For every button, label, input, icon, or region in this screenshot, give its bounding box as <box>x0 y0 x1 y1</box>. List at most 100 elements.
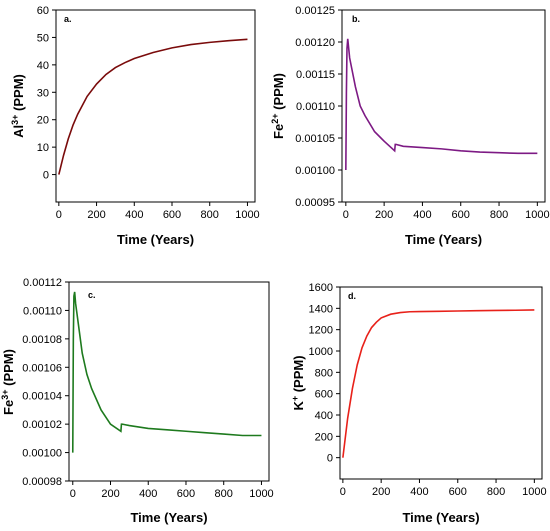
x-tick-label-a-600: 600 <box>163 209 181 221</box>
series-line-d <box>342 309 535 458</box>
y-axis-label-c: Fe3+ (PPM) <box>0 349 16 415</box>
x-tick-label-c-1000: 1000 <box>249 488 273 500</box>
y-tick-label-c-1: 0.00100 <box>22 448 62 460</box>
y-axis-label-sup-d: + <box>290 396 300 401</box>
y-ticks-c: 0.00098 0.00100 0.00102 0.00104 0.00106 0.001… <box>22 277 69 488</box>
x-tick-label-d-200: 200 <box>372 486 390 498</box>
y-axis-label-b: Fe2+ (PPM) <box>270 73 286 139</box>
x-tick-label-b-200: 200 <box>375 209 393 221</box>
y-tick-label-b-6: 0.00125 <box>295 5 335 17</box>
y-tick-label-b-4: 0.00115 <box>296 69 335 81</box>
y-tick-label-b-5: 0.00120 <box>295 37 335 49</box>
x-tick-label-d-800: 800 <box>487 486 505 498</box>
y-tick-label-d-5: 1000 <box>309 346 333 358</box>
y-axis-label-sup-a: 3+ <box>10 115 20 125</box>
y-tick-label-d-0: 0 <box>327 453 333 465</box>
x-tick-label-a-800: 800 <box>201 209 219 221</box>
x-axis-label-d: Time (Years) <box>402 510 479 525</box>
x-ticks-d: 0 200 400 600 800 1000 <box>340 479 547 498</box>
y-tick-label-d-1: 200 <box>315 431 333 443</box>
x-tick-label-a-0: 0 <box>56 209 62 221</box>
y-tick-label-c-0: 0.00098 <box>22 476 62 488</box>
panel-c: c. 0 200 400 600 800 1000 0.00098 0.00100 0.001… <box>0 277 274 525</box>
y-axis-label-rest-d: (PPM) <box>291 355 306 395</box>
y-tick-label-c-6: 0.00110 <box>23 305 62 317</box>
y-tick-label-d-3: 600 <box>315 389 333 401</box>
y-axis-label-rest-a: (PPM) <box>11 74 26 114</box>
panel-label-c: c. <box>88 290 96 300</box>
y-ticks-d: 0 200 400 600 800 1000 1200 1400 1600 <box>309 282 340 465</box>
y-tick-label-b-0: 0.00095 <box>295 197 335 209</box>
x-tick-label-a-200: 200 <box>87 209 105 221</box>
y-ticks-a: 0 10 20 30 40 50 60 <box>37 5 56 182</box>
y-ticks-b: 0.00095 0.00100 0.00105 0.00110 0.00115 0.001… <box>295 5 342 209</box>
x-tick-label-c-0: 0 <box>70 488 76 500</box>
y-tick-label-a-1: 10 <box>37 142 49 154</box>
x-ticks-c: 0 200 400 600 800 1000 <box>70 481 274 500</box>
y-axis-label-rest-c: (PPM) <box>1 349 16 389</box>
x-tick-label-d-0: 0 <box>340 486 346 498</box>
panel-label-d: d. <box>348 291 356 301</box>
panel-label-a: a. <box>64 14 72 24</box>
y-tick-label-a-5: 50 <box>37 32 49 44</box>
panel-d: d. 0 200 400 600 800 1000 0 200 400 600 800 1000 12… <box>290 282 547 525</box>
y-axis-label-base-b: Fe <box>271 124 286 139</box>
x-tick-label-c-400: 400 <box>139 488 157 500</box>
x-tick-label-c-800: 800 <box>215 488 233 500</box>
y-tick-label-c-3: 0.00104 <box>22 391 62 403</box>
x-tick-label-c-200: 200 <box>101 488 119 500</box>
y-tick-label-a-6: 60 <box>37 5 49 17</box>
y-tick-label-d-8: 1600 <box>309 282 333 294</box>
y-tick-label-c-4: 0.00106 <box>22 362 62 374</box>
x-tick-label-d-1000: 1000 <box>522 486 546 498</box>
y-tick-label-a-3: 30 <box>37 87 49 99</box>
x-tick-label-b-800: 800 <box>490 209 508 221</box>
y-tick-label-d-6: 1200 <box>309 325 333 337</box>
plot-frame-a <box>55 9 256 203</box>
y-tick-label-c-5: 0.00108 <box>22 334 62 346</box>
panel-b: b. 0 200 400 600 800 1000 0.00095 0.00100 0.001… <box>270 5 550 247</box>
x-tick-label-d-600: 600 <box>449 486 467 498</box>
y-axis-label-d: K+ (PPM) <box>290 355 306 410</box>
y-axis-label-rest-b: (PPM) <box>271 73 286 113</box>
plot-frame-d <box>339 286 543 480</box>
y-tick-label-a-2: 20 <box>37 115 49 127</box>
series-line-c <box>71 291 262 453</box>
x-tick-label-b-1000: 1000 <box>525 209 549 221</box>
x-tick-label-b-0: 0 <box>343 209 349 221</box>
y-tick-label-a-4: 40 <box>37 60 49 72</box>
panel-label-b: b. <box>352 14 360 24</box>
y-tick-label-c-7: 0.00112 <box>23 277 62 289</box>
y-tick-label-c-2: 0.00102 <box>22 419 62 431</box>
plot-frame-b <box>341 9 546 203</box>
y-tick-label-b-1: 0.00100 <box>295 165 335 177</box>
y-tick-label-b-3: 0.00110 <box>296 101 335 113</box>
panel-a: a. 0 200 400 600 800 1000 0 10 20 30 40 50 60 Time … <box>10 5 260 247</box>
y-tick-label-d-4: 800 <box>315 367 333 379</box>
x-tick-label-c-600: 600 <box>177 488 195 500</box>
y-axis-label-base-a: Al <box>11 125 26 138</box>
y-axis-label-base-c: Fe <box>1 400 16 415</box>
y-tick-label-b-2: 0.00105 <box>295 133 335 145</box>
x-tick-label-b-400: 400 <box>413 209 431 221</box>
x-tick-label-a-400: 400 <box>125 209 143 221</box>
plot-frame-c <box>68 281 270 482</box>
x-tick-label-b-600: 600 <box>452 209 470 221</box>
y-axis-label-sup-b: 2+ <box>270 114 280 124</box>
x-ticks-a: 0 200 400 600 800 1000 <box>56 202 260 221</box>
y-axis-label-a: Al3+ (PPM) <box>10 74 26 138</box>
y-tick-label-d-2: 400 <box>315 410 333 422</box>
series-line-a <box>58 38 248 175</box>
series-line-b <box>345 38 538 171</box>
x-tick-label-a-1000: 1000 <box>235 209 259 221</box>
x-axis-label-b: Time (Years) <box>405 232 482 247</box>
x-axis-label-a: Time (Years) <box>117 232 194 247</box>
y-axis-label-base-d: K <box>291 401 306 411</box>
y-axis-label-sup-c: 3+ <box>0 390 10 400</box>
y-tick-label-a-0: 0 <box>43 170 49 182</box>
y-tick-label-d-7: 1400 <box>309 303 333 315</box>
x-axis-label-c: Time (Years) <box>130 510 207 525</box>
x-tick-label-d-400: 400 <box>410 486 428 498</box>
x-ticks-b: 0 200 400 600 800 1000 <box>343 202 550 221</box>
